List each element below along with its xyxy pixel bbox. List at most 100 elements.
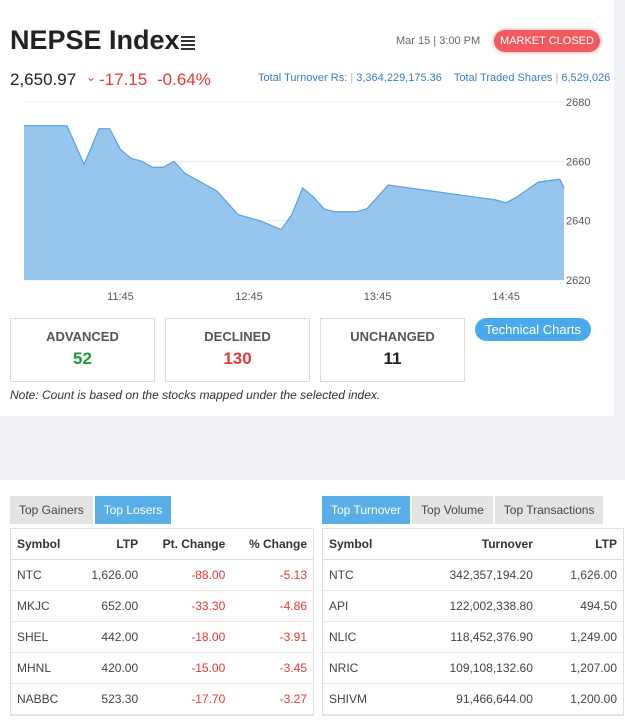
symbol-cell[interactable]: NTC <box>323 559 403 591</box>
declined-stat: DECLINED 130 <box>165 318 310 382</box>
value-cell: 122,002,338.80 <box>402 590 539 622</box>
value-cell: 1,207.00 <box>538 652 623 684</box>
losers-table: Symbol LTP Pt. Change% Change NTC 1,626.00 -8… <box>11 529 313 715</box>
index-value: 2,650.97 <box>10 70 77 89</box>
symbol-cell[interactable]: SHEL <box>11 621 76 653</box>
advanced-value: 52 <box>73 349 92 368</box>
turnover-value: 3,364,229,175.36 <box>356 72 442 84</box>
value-cell: 342,357,194.20 <box>402 559 539 591</box>
value-cell: 109,108,132.60 <box>402 652 539 684</box>
value-cell: -17.70 <box>144 683 232 715</box>
table-row[interactable]: NLIC 118,452,376.90 1,249.00 <box>323 621 623 653</box>
losers-panel: Top Gainers Top Losers Symbol LTP Pt. Chang… <box>0 480 314 724</box>
index-area-chart[interactable]: 2620 2640 2660 2680 11:45 12:45 13:45 14:45 <box>10 92 600 302</box>
symbol-cell[interactable]: MHNL <box>11 652 76 684</box>
value-cell: -3.27 <box>231 683 313 715</box>
table-row[interactable]: SHIVM 91,466,644.00 1,200.00 <box>323 683 623 715</box>
symbol-cell[interactable]: MKJC <box>11 590 76 622</box>
separator: | <box>350 72 357 84</box>
market-datetime: Mar 15 | 3:00 PM <box>396 35 481 47</box>
value-cell: -3.45 <box>231 652 313 684</box>
turnover-panel: Top Turnover Top Volume Top Transactions S… <box>314 480 625 724</box>
turnover-summary: Total Turnover Rs: | 3,364,229,175.36 To… <box>258 72 610 84</box>
menu-icon[interactable] <box>181 36 195 50</box>
separator: | <box>555 72 562 84</box>
column-header[interactable]: LTP <box>75 529 145 560</box>
technical-charts-button[interactable]: Technical Charts <box>475 318 591 341</box>
y-tick-label: 2640 <box>566 216 590 228</box>
losers-panel-tab[interactable]: Top Gainers <box>10 496 93 524</box>
index-percent-change: -0.64% <box>157 70 211 89</box>
column-header[interactable]: Pt. Change <box>144 529 232 560</box>
column-header[interactable]: Turnover <box>402 529 539 560</box>
symbol-cell[interactable]: SHIVM <box>323 683 403 715</box>
declined-label: DECLINED <box>204 329 271 344</box>
column-header[interactable]: LTP <box>538 529 623 560</box>
symbol-cell[interactable]: NLIC <box>323 621 403 653</box>
table-row[interactable]: NTC 1,626.00 -88.00 -5.13 <box>11 559 313 591</box>
symbol-cell[interactable]: NABBC <box>11 683 76 715</box>
y-tick-label: 2660 <box>566 156 590 168</box>
table-row[interactable]: SHEL 442.00 -18.00 -3.91 <box>11 621 313 653</box>
x-tick-label: 12:45 <box>235 291 263 302</box>
unchanged-value: 11 <box>383 349 402 368</box>
table-row[interactable]: NRIC 109,108,132.60 1,207.00 <box>323 652 623 684</box>
value-cell: -88.00 <box>144 559 232 591</box>
shares-label: Total Traded Shares <box>453 72 553 84</box>
value-cell: 1,200.00 <box>538 683 623 715</box>
value-cell: 1,626.00 <box>75 559 145 591</box>
symbol-cell[interactable]: NRIC <box>323 652 403 684</box>
value-cell: 523.30 <box>75 683 145 715</box>
turnover-panel-tab[interactable]: Top Volume <box>412 496 493 524</box>
value-cell: 1,249.00 <box>538 621 623 653</box>
column-header[interactable]: % Change <box>231 529 313 560</box>
turnover-label: Total Turnover Rs: <box>258 72 348 84</box>
value-cell: 1,626.00 <box>538 559 623 591</box>
table-row[interactable]: MKJC 652.00 -33.30 -4.86 <box>11 590 313 622</box>
unchanged-label: UNCHANGED <box>350 329 435 344</box>
index-summary-card: NEPSE Index Mar 15 | 3:00 PM MARKET CLOS… <box>0 0 614 416</box>
advanced-stat: ADVANCED 52 <box>10 318 155 382</box>
chart-line <box>24 125 565 231</box>
table-header-row: Symbol LTP Pt. Change% Change <box>11 529 313 560</box>
value-cell: 91,466,644.00 <box>402 683 539 715</box>
symbol-cell[interactable]: API <box>323 590 403 622</box>
turnover-table: Symbol Turnover LTP NTC 342,357,194.20 1,626.… <box>323 529 623 715</box>
table-row[interactable]: NTC 342,357,194.20 1,626.00 <box>323 559 623 591</box>
market-status-badge: MARKET CLOSED <box>494 30 600 52</box>
column-header[interactable]: Symbol <box>11 529 76 560</box>
page-title: NEPSE Index <box>10 25 180 55</box>
turnover-panel-tab[interactable]: Top Turnover <box>322 496 411 524</box>
declined-value: 130 <box>223 349 252 368</box>
column-header[interactable]: Symbol <box>323 529 403 560</box>
table-row[interactable]: MHNL 420.00 -15.00 -3.45 <box>11 652 313 684</box>
y-tick-label: 2680 <box>566 97 590 109</box>
index-change: -17.15 <box>99 70 148 89</box>
turnover-panel-tab[interactable]: Top Transactions <box>494 496 604 524</box>
value-cell: 442.00 <box>75 621 145 653</box>
unchanged-stat: UNCHANGED 11 <box>320 318 465 382</box>
shares-value: 6,529,026 <box>561 72 611 84</box>
table-row[interactable]: API 122,002,338.80 494.50 <box>323 590 623 622</box>
value-cell: 420.00 <box>75 652 145 684</box>
table-row[interactable]: NABBC 523.30 -17.70 -3.27 <box>11 683 313 715</box>
symbol-cell[interactable]: NTC <box>11 559 76 591</box>
losers-table-wrap: Symbol LTP Pt. Change% Change NTC 1,626.00 -8… <box>10 528 314 716</box>
value-cell: -4.86 <box>231 590 313 622</box>
value-cell: 652.00 <box>75 590 145 622</box>
value-cell: 118,452,376.90 <box>402 621 539 653</box>
value-cell: -5.13 <box>231 559 313 591</box>
value-cell: -33.30 <box>144 590 232 622</box>
losers-panel-tab[interactable]: Top Losers <box>94 496 172 524</box>
count-note: Note: Count is based on the stocks mappe… <box>10 388 381 402</box>
advanced-label: ADVANCED <box>46 329 119 344</box>
x-tick-label: 11:45 <box>107 291 134 302</box>
left-tab-bar: Top Gainers Top Losers <box>10 496 172 524</box>
chart-area <box>24 125 564 280</box>
value-cell: -3.91 <box>231 621 313 653</box>
x-tick-label: 14:45 <box>492 291 520 302</box>
table-header-row: Symbol Turnover LTP <box>323 529 623 560</box>
x-tick-label: 13:45 <box>364 291 392 302</box>
down-arrow-icon: ⌄ <box>86 70 97 84</box>
value-cell: -18.00 <box>144 621 232 653</box>
